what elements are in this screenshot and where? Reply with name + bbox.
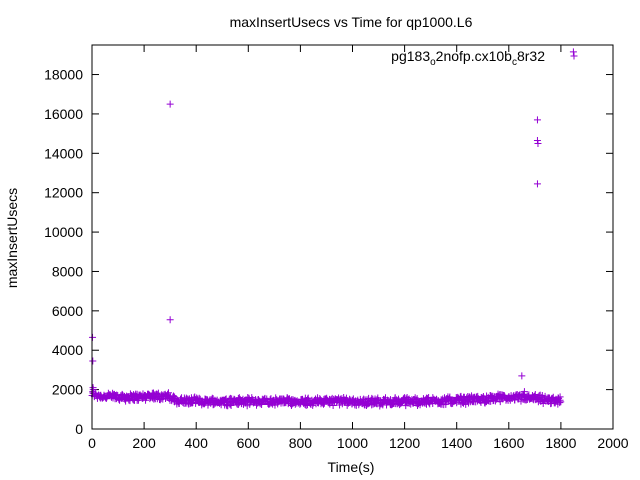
x-tick-label: 1800: [545, 435, 576, 451]
data-point-outlier: [533, 180, 541, 188]
data-points: [88, 48, 577, 410]
data-point-outlier: [518, 372, 526, 380]
legend-label-sub2: c: [512, 57, 517, 68]
data-point-outlier: [533, 116, 541, 124]
x-tick-label: 1000: [337, 435, 368, 451]
x-tick-label: 600: [237, 435, 261, 451]
x-tick-label: 1200: [389, 435, 420, 451]
legend-label-sub1: o: [430, 57, 436, 68]
data-point-outlier: [520, 388, 528, 396]
x-tick-label: 2000: [597, 435, 628, 451]
data-point: [227, 401, 235, 409]
y-tick-label: 4000: [52, 342, 83, 358]
y-tick-label: 2000: [52, 382, 83, 398]
y-tick-label: 18000: [44, 67, 83, 83]
plot-frame: [91, 44, 614, 430]
data-point-outlier: [166, 100, 174, 108]
x-axis-label: Time(s): [328, 459, 375, 475]
data-point: [171, 393, 179, 401]
data-point: [511, 396, 519, 404]
x-tick-label: 400: [185, 435, 209, 451]
y-tick-label: 16000: [44, 106, 83, 122]
legend-label-end: 8r32: [517, 48, 545, 64]
chart-title: maxInsertUsecs vs Time for qp1000.L6: [230, 14, 473, 30]
x-tick-label: 1600: [493, 435, 524, 451]
axis-ticks: 0 200 400 600 800 1000 1200 1400 1600 1800 2000 0 20…: [44, 45, 629, 451]
data-point: [442, 400, 450, 408]
x-tick-label: 800: [289, 435, 313, 451]
y-tick-label: 10000: [44, 224, 83, 240]
data-point-outlier: [534, 139, 542, 147]
legend: pg183o2nofp.cx10bc8r32: [391, 48, 578, 68]
data-point: [556, 393, 564, 401]
data-point-outlier: [569, 48, 577, 56]
data-point: [446, 393, 454, 401]
x-tick-label: 200: [132, 435, 156, 451]
data-point: [557, 398, 565, 406]
legend-label-mid: 2nofp.cx10b: [436, 48, 512, 64]
y-tick-label: 12000: [44, 185, 83, 201]
data-point-outlier: [166, 316, 174, 324]
x-tick-label: 0: [88, 435, 96, 451]
data-point-outlier: [89, 333, 97, 341]
data-point-outlier: [89, 386, 97, 394]
data-point-outlier: [533, 137, 541, 145]
legend-label-main: pg183: [391, 48, 430, 64]
legend-label: pg183o2nofp.cx10bc8r32: [391, 48, 545, 68]
y-axis-label: maxInsertUsecs: [4, 188, 20, 288]
y-tick-label: 6000: [52, 303, 83, 319]
data-point-outlier: [89, 357, 97, 365]
y-tick-label: 8000: [52, 263, 83, 279]
y-tick-label: 0: [75, 421, 83, 437]
x-tick-label: 1400: [441, 435, 472, 451]
legend-marker: [570, 52, 578, 60]
legend-marker-symbol: [570, 52, 578, 60]
data-point: [329, 402, 337, 410]
y-tick-label: 14000: [44, 145, 83, 161]
